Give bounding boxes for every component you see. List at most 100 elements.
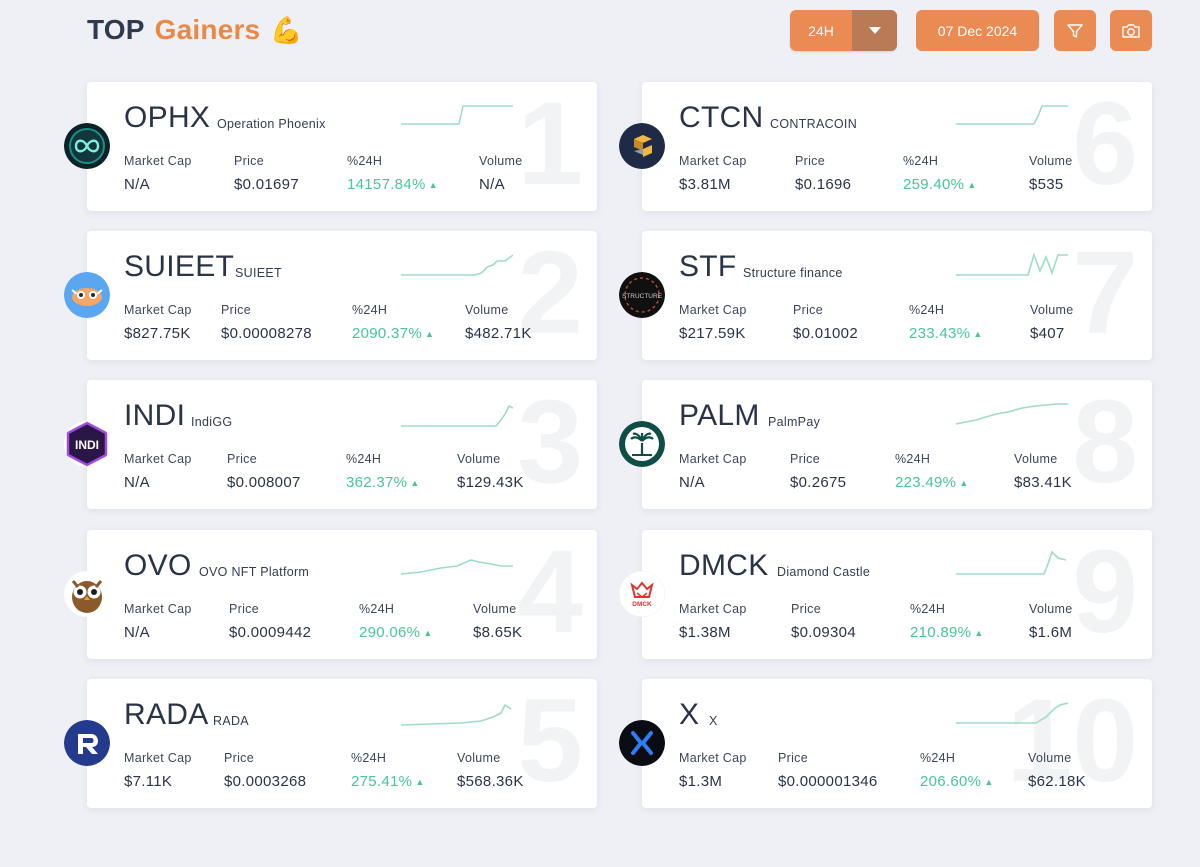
label-price: Price <box>793 303 823 317</box>
indi-logo: INDI <box>64 421 110 467</box>
label-price: Price <box>229 602 259 616</box>
label-volume: Volume <box>1029 154 1073 168</box>
svg-text:DMCK: DMCK <box>632 601 652 608</box>
change-text: 206.60% <box>920 773 982 790</box>
label-market-cap: Market Cap <box>679 452 747 466</box>
triangle-up-icon: ▲ <box>973 329 983 339</box>
stf-logo: STRUCTURE <box>619 272 665 318</box>
change-text: 290.06% <box>359 624 421 641</box>
timeframe-dropdown-button[interactable] <box>852 10 897 51</box>
rank-number: 5 <box>517 675 583 807</box>
value-change: 275.41% ▲ <box>351 773 425 790</box>
label-price: Price <box>778 751 808 765</box>
ovo-owl-logo <box>64 571 110 617</box>
label-change: %24H <box>346 452 382 466</box>
value-change: 206.60% ▲ <box>920 773 994 790</box>
svg-text:STRUCTURE: STRUCTURE <box>622 293 663 300</box>
timeframe-value[interactable]: 24H <box>790 10 852 51</box>
caret-down-icon <box>868 27 881 34</box>
coin-symbol[interactable]: STF <box>679 250 737 283</box>
value-market-cap: N/A <box>124 624 150 641</box>
label-volume: Volume <box>465 303 509 317</box>
coin-symbol[interactable]: DMCK <box>679 549 769 582</box>
price-sparkline <box>401 703 512 726</box>
value-price: $0.01002 <box>793 325 858 342</box>
label-volume: Volume <box>479 154 523 168</box>
label-market-cap: Market Cap <box>679 751 747 765</box>
price-sparkline <box>401 559 513 575</box>
toolbar: 24H 07 Dec 2024 <box>790 10 1152 51</box>
label-change: %24H <box>909 303 945 317</box>
label-change: %24H <box>920 751 956 765</box>
value-market-cap: $1.38M <box>679 624 731 641</box>
gainer-card-stf[interactable]: 7 STRUCTURE STF Structure finance Market Cap… <box>619 231 1152 360</box>
coin-symbol[interactable]: OPHX <box>124 101 211 134</box>
label-price: Price <box>791 602 821 616</box>
label-volume: Volume <box>1028 751 1072 765</box>
rank-number: 6 <box>1072 78 1138 210</box>
rank-number: 9 <box>1072 526 1138 658</box>
label-market-cap: Market Cap <box>124 452 192 466</box>
filter-button[interactable] <box>1054 10 1096 51</box>
coin-symbol[interactable]: CTCN <box>679 101 764 134</box>
filter-icon <box>1067 23 1083 38</box>
coin-symbol[interactable]: RADA <box>124 698 209 731</box>
value-price: $0.0009442 <box>229 624 312 641</box>
price-sparkline <box>956 702 1068 724</box>
triangle-up-icon: ▲ <box>974 628 984 638</box>
gainer-card-ophx[interactable]: 1 OPHX Operation Phoenix Market Cap N/A Price… <box>64 82 597 211</box>
gainer-card-x[interactable]: 10 X X Market Cap $1.3M Price $0.000001346 %24H… <box>619 679 1152 808</box>
triangle-up-icon: ▲ <box>984 777 994 787</box>
triangle-up-icon: ▲ <box>967 180 977 190</box>
label-change: %24H <box>347 154 383 168</box>
label-volume: Volume <box>1029 602 1073 616</box>
value-price: $0.1696 <box>795 176 852 193</box>
value-price: $0.2675 <box>790 474 847 491</box>
label-volume: Volume <box>1030 303 1074 317</box>
value-volume: $1.6M <box>1029 624 1073 641</box>
gainer-card-ctcn[interactable]: 6 CTCN CONTRACOIN Market Cap $3.81M Price $0.1… <box>619 78 1152 211</box>
screenshot-button[interactable] <box>1110 10 1152 51</box>
date-picker-button[interactable]: 07 Dec 2024 <box>916 10 1039 51</box>
ophx-logo <box>64 123 110 169</box>
gainer-card-suieet[interactable]: 2 SUIEET SUIEET Market Cap $827.75K Price $0.0… <box>64 231 597 360</box>
coin-name: Structure finance <box>743 266 843 280</box>
gainer-card-ovo[interactable]: 4 OVO OVO NFT Platform Market Cap N/A Price $0… <box>64 526 597 659</box>
triangle-up-icon: ▲ <box>424 329 435 339</box>
label-change: %24H <box>352 303 388 317</box>
coin-name: X <box>709 714 718 728</box>
value-market-cap: $1.3M <box>679 773 723 790</box>
coin-symbol[interactable]: X <box>679 698 700 731</box>
gainer-card-rada[interactable]: 5 RADA RADA Market Cap $7.11K Price $0.0003268… <box>64 675 597 808</box>
label-price: Price <box>795 154 825 168</box>
gainer-card-palm[interactable]: 8 PALM PalmPay Market Cap N/A Price $0.2675 %24… <box>619 380 1152 509</box>
coin-name: Operation Phoenix <box>217 117 326 131</box>
value-market-cap: $217.59K <box>679 325 746 342</box>
price-sparkline <box>956 550 1067 575</box>
gainer-card-indi[interactable]: 3 INDI INDI IndiGG Market Cap N/A Price $0.0080… <box>64 380 597 509</box>
value-change: 223.49% ▲ <box>895 474 969 491</box>
suieet-logo <box>64 272 110 318</box>
coin-symbol[interactable]: SUIEET <box>124 250 235 283</box>
value-price: $0.0003268 <box>224 773 307 790</box>
gainer-card-dmck[interactable]: 9 DMCK DMCK Diamond Castle Market Cap $1.38M P… <box>619 526 1152 659</box>
rank-number: 4 <box>517 526 583 658</box>
label-change: %24H <box>359 602 395 616</box>
coin-symbol[interactable]: PALM <box>679 399 760 432</box>
change-text: 233.43% <box>909 325 971 342</box>
coin-symbol[interactable]: OVO <box>124 549 192 582</box>
value-price: $0.09304 <box>791 624 856 641</box>
timeframe-select[interactable]: 24H <box>790 10 897 51</box>
value-volume: $482.71K <box>465 325 532 342</box>
coin-symbol[interactable]: INDI <box>124 399 186 432</box>
price-sparkline <box>956 252 1068 276</box>
value-change: 2090.37% ▲ <box>352 325 434 342</box>
ctcn-logo <box>619 123 665 169</box>
label-market-cap: Market Cap <box>679 154 747 168</box>
coin-name: IndiGG <box>191 415 233 429</box>
value-market-cap: N/A <box>124 474 150 491</box>
price-sparkline <box>401 105 513 125</box>
label-market-cap: Market Cap <box>124 602 192 616</box>
coin-name: RADA <box>213 714 249 728</box>
change-text: 14157.84% <box>347 176 426 193</box>
